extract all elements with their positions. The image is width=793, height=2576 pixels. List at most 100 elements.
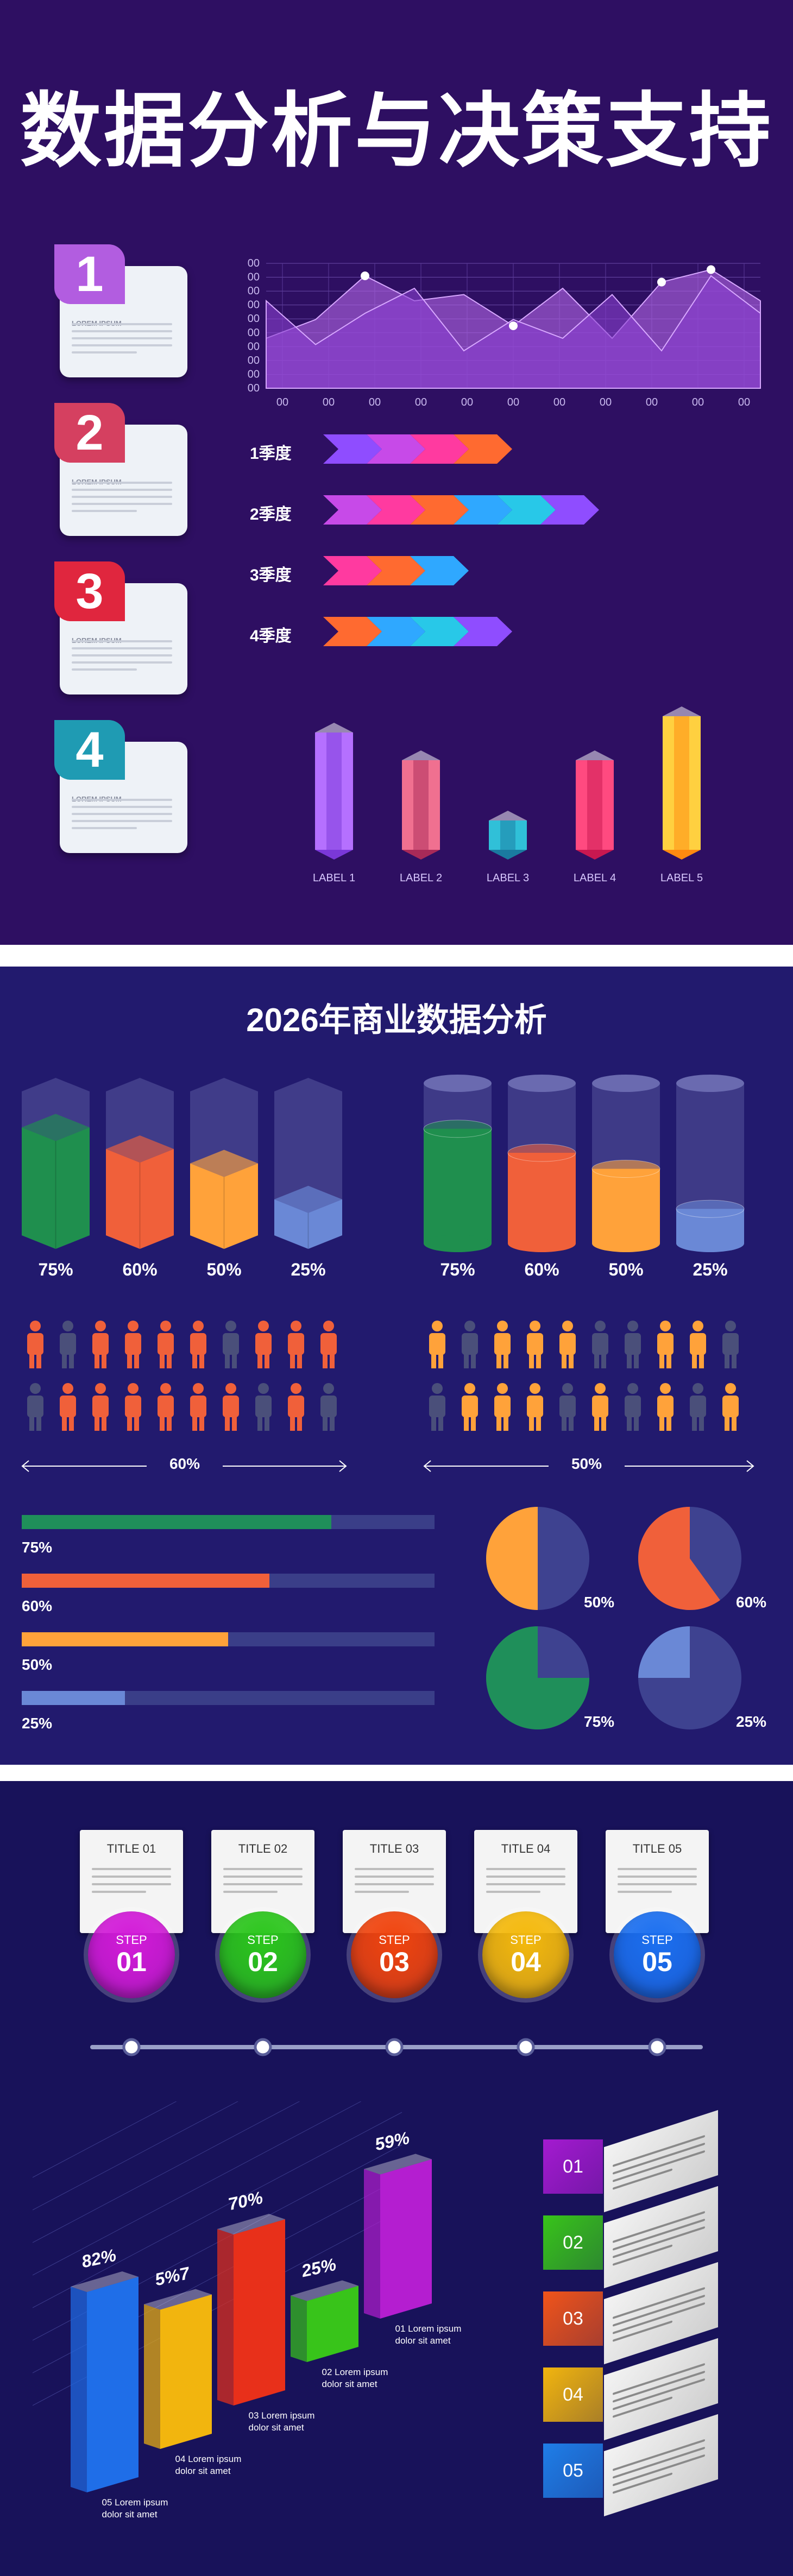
text-line (355, 1876, 434, 1878)
quarter-label: 1季度 (250, 445, 292, 463)
step-bubble[interactable]: STEP 01 (88, 1911, 175, 1998)
text-line (223, 1868, 303, 1870)
bar-top (291, 2280, 358, 2301)
timeline-dot (254, 2038, 272, 2056)
step-number: 04 (511, 1947, 541, 1977)
quarter-arrow (323, 617, 512, 646)
step-bubble[interactable]: STEP 04 (482, 1911, 569, 1998)
guide-line (33, 2112, 402, 2308)
pie-chart (486, 1626, 589, 1729)
y-tick-label: 00 (248, 327, 260, 339)
step-card: LOREM IPSUM2 (33, 403, 196, 536)
step-word: STEP (116, 1933, 147, 1947)
step-row[interactable]: 04 (543, 2338, 728, 2441)
hbar-fill (22, 1632, 228, 1646)
cylinder-percent: 50% (608, 1260, 644, 1279)
text-line (72, 799, 172, 801)
person-icon (27, 1321, 43, 1368)
x-tick-label: 00 (553, 396, 565, 408)
chevron-segment (367, 556, 425, 585)
text-line (72, 654, 172, 656)
hbar-label: 50% (22, 1656, 53, 1673)
bar-side (587, 760, 602, 850)
cylinder-cap (676, 1075, 744, 1092)
text-line (72, 806, 172, 808)
bar-side (326, 733, 342, 850)
people-right-label: 50% (549, 1455, 625, 1473)
step-word: STEP (510, 1933, 542, 1947)
person-icon (60, 1383, 76, 1431)
bar-3d (663, 706, 701, 860)
step-row[interactable]: 02 (543, 2186, 728, 2289)
y-tick-label: 00 (248, 368, 260, 380)
person-icon (559, 1383, 576, 1431)
step-row[interactable]: 01 (543, 2110, 728, 2213)
hbar-track (22, 1632, 435, 1646)
bar-bottom (663, 850, 701, 860)
cylinder-percent: 25% (693, 1260, 728, 1279)
text-line (72, 647, 172, 649)
title-card-heading: TITLE 02 (238, 1842, 288, 1855)
x-tick-label: 00 (369, 396, 381, 408)
text-line (92, 1876, 171, 1878)
person-icon (657, 1321, 674, 1368)
data-point (657, 277, 666, 287)
text-line (223, 1891, 278, 1893)
cylinder-bottom (508, 1235, 576, 1252)
x-tick-label: 00 (323, 396, 335, 408)
bar-caption: 01 Lorem ipsum dolor sit amet (395, 2323, 462, 2347)
step-row-number: 02 (543, 2215, 603, 2270)
person-icon (223, 1321, 239, 1368)
bar-3d (364, 2154, 432, 2319)
bar-caption-line: 05 Lorem ipsum (102, 2497, 168, 2508)
text-line (618, 1868, 697, 1870)
text-line (618, 1876, 697, 1878)
step-card: LOREM IPSUM3 (33, 561, 196, 694)
step-row[interactable]: 05 (543, 2414, 728, 2517)
y-tick-label: 00 (248, 355, 260, 367)
cylinder-cap (424, 1075, 492, 1092)
bar-caption: 03 Lorem ipsum dolor sit amet (249, 2410, 315, 2434)
chevron-segment (367, 495, 425, 525)
chevron-segment (367, 617, 425, 646)
bar-side (71, 2287, 87, 2492)
person-icon (657, 1383, 674, 1431)
bar-side (291, 2295, 307, 2362)
text-line (72, 344, 172, 346)
cylinder-chart (423, 1075, 745, 1252)
step-row[interactable]: 03 (543, 2262, 728, 2365)
prism-fill (274, 1199, 342, 1249)
cylinder-bottom (676, 1235, 744, 1252)
step-row-number: 05 (543, 2444, 603, 2498)
bar-top (364, 2154, 432, 2175)
hbar-label: 75% (22, 1539, 53, 1556)
person-icon (320, 1383, 337, 1431)
text-line (618, 1883, 697, 1885)
x-tick-label: 00 (507, 396, 519, 408)
timeline-dot (517, 2038, 535, 2056)
bar-side (364, 2169, 380, 2319)
quarter-label: 2季度 (250, 506, 292, 523)
quarter-arrow (323, 495, 599, 525)
cylinder (676, 1075, 745, 1252)
step-bubble[interactable]: STEP 02 (219, 1911, 306, 1998)
cylinder-fill (424, 1128, 492, 1243)
bar-caption-line: dolor sit amet (175, 2466, 231, 2476)
text-line (72, 489, 172, 491)
person-icon (92, 1383, 109, 1431)
person-icon (429, 1321, 445, 1368)
cylinder-cap (508, 1075, 576, 1092)
cylinder (507, 1075, 576, 1252)
person-icon (320, 1321, 337, 1368)
data-point (707, 265, 715, 274)
x-tick-label: 00 (276, 396, 288, 408)
title-card-heading: TITLE 04 (501, 1842, 551, 1855)
bar-caption-line: dolor sit amet (322, 2379, 377, 2389)
step-bubble[interactable]: STEP 05 (614, 1911, 701, 1998)
timeline-dot (122, 2038, 141, 2056)
step-bubble[interactable]: STEP 03 (351, 1911, 438, 1998)
cylinder-cap (592, 1075, 660, 1092)
chevron-segment (323, 556, 382, 585)
x-tick-label: 00 (415, 396, 427, 408)
